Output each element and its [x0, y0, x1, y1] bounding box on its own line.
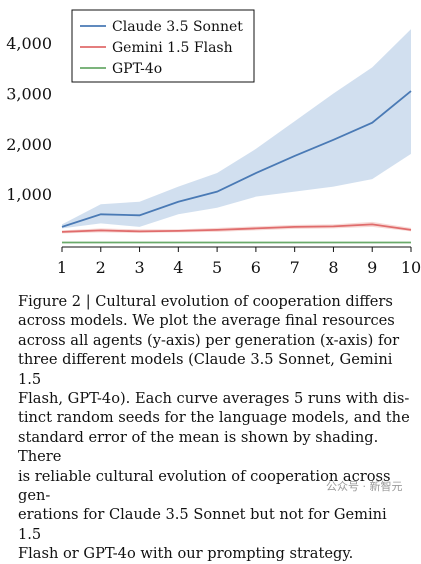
x-tick-label: 9	[367, 258, 377, 277]
series-line-1	[61, 223, 412, 233]
y-tick-label: 4,000	[6, 34, 52, 53]
y-tick-label: 3,000	[6, 85, 52, 104]
legend-label-0: Claude 3.5 Sonnet	[112, 19, 243, 35]
caption-line: tinct random seeds for the language mode…	[18, 409, 410, 427]
line-chart: 1 2 3 4 5 6 7 8 9 10 1,000 2,000 3,000 4,000 Claude 3…	[6, 9, 421, 277]
y-tick-label: 2,000	[6, 135, 52, 154]
series-line-0	[61, 90, 412, 228]
caption-line: standard error of the mean is shown by s…	[18, 428, 379, 466]
legend: Claude 3.5 Sonnet Gemini 1.5 Flash GPT-4o	[71, 9, 255, 83]
series-lines	[61, 90, 412, 244]
y-tick-label: 1,000	[6, 185, 52, 204]
x-tick-label: 1	[57, 258, 67, 277]
caption-line: is reliable cultural evolution of cooper…	[18, 467, 391, 505]
error-band-0	[62, 29, 411, 229]
figure-caption: Figure 2 | Cultural evolution of coopera…	[18, 292, 413, 564]
x-tick-label: 8	[328, 258, 338, 277]
legend-box	[71, 9, 255, 83]
caption-line: across all agents (y-axis) per generatio…	[18, 331, 400, 349]
caption-line: three different models (Claude 3.5 Sonne…	[18, 351, 393, 388]
caption-line: erations for Claude 3.5 Sonnet but not f…	[18, 506, 387, 543]
caption-line: Figure 2 | Cultural evolution of coopera…	[18, 293, 393, 310]
watermark: 公众号 · 新智元	[326, 480, 403, 493]
caption-line: across models. We plot the average final…	[18, 312, 395, 330]
caption-line: Flash, GPT-4o). Each curve averages 5 ru…	[18, 390, 410, 408]
legend-label-2: GPT-4o	[112, 61, 162, 77]
x-tick-label: 5	[212, 258, 222, 277]
axes: 1 2 3 4 5 6 7 8 9 10 1,000 2,000 3,000 4,000	[6, 34, 421, 277]
x-tick-label: 4	[173, 258, 183, 277]
x-tick-label: 7	[290, 258, 300, 277]
x-tick-label: 6	[251, 258, 261, 277]
caption-line: Flash or GPT-4o with our prompting strat…	[18, 545, 354, 563]
x-tick-label: 10	[401, 258, 421, 277]
x-tick-label: 3	[134, 258, 144, 277]
legend-label-1: Gemini 1.5 Flash	[112, 40, 233, 56]
x-tick-label: 2	[96, 258, 106, 277]
